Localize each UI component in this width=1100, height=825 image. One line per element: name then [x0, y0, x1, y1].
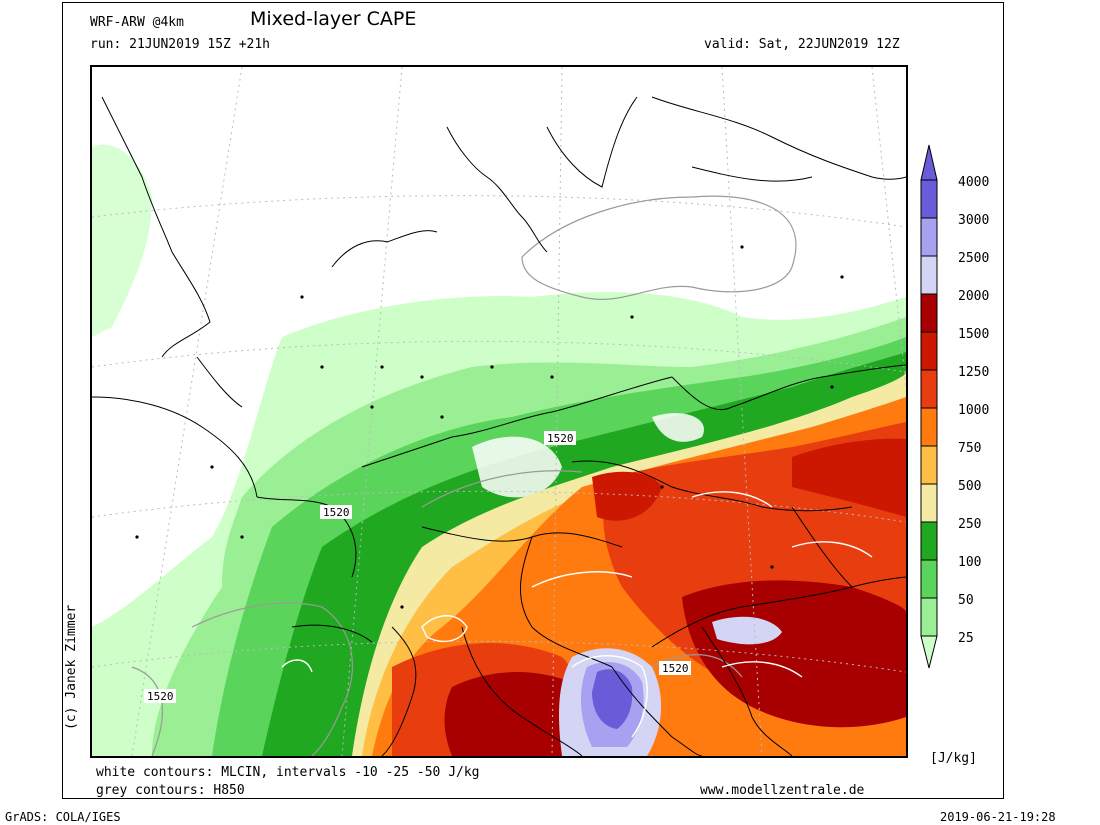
legend-box-3000 [920, 217, 938, 257]
cape-region-25-uk [92, 144, 152, 337]
plot-frame [62, 2, 1004, 799]
cape-legend: 4000 3000 2500 2000 1500 1250 1000 750 5… [918, 140, 1008, 670]
legend-label-1000: 1000 [958, 403, 990, 418]
contour-labels: 1520 1520 1520 1520 [144, 431, 691, 703]
chart-title: Mixed-layer CAPE [250, 8, 417, 30]
cape-region-4000 [592, 669, 633, 729]
legend-label-500: 500 [958, 479, 982, 494]
legend-box-250 [920, 521, 938, 561]
legend-label-2000: 2000 [958, 289, 990, 304]
cape-region-none-1 [472, 436, 562, 498]
cape-region-none-3 [652, 413, 704, 442]
cape-region-1500-east [792, 438, 906, 517]
legend-box-2500 [920, 255, 938, 295]
credit-label: (c) Janek Zimmer [64, 604, 79, 730]
legend-label-3000: 3000 [958, 213, 990, 228]
contour-label-1: 1520 [547, 432, 574, 445]
legend-box-50 [920, 597, 938, 637]
legend-box-500 [920, 483, 938, 523]
footer-timestamp: 2019-06-21-19:28 [940, 810, 1056, 824]
coastlines [92, 96, 906, 756]
legend-label-1250: 1250 [958, 365, 990, 380]
legend-box-1000 [920, 407, 938, 447]
legend-box-750 [920, 445, 938, 485]
grey-contours-note: grey contours: H850 [96, 783, 245, 798]
legend-label-750: 750 [958, 441, 982, 456]
legend-label-50: 50 [958, 593, 974, 608]
legend-label-2500: 2500 [958, 251, 990, 266]
cape-map-svg: 1520 1520 1520 1520 [92, 67, 906, 756]
legend-label-100: 100 [958, 555, 982, 570]
cape-region-2500-east [712, 616, 782, 645]
valid-label: valid: Sat, 22JUN2019 12Z [704, 37, 900, 52]
city-dots [135, 245, 844, 609]
legend-arrow-bottom [920, 635, 938, 669]
cape-map: 1520 1520 1520 1520 [90, 65, 908, 758]
legend-label-25: 25 [958, 631, 974, 646]
contour-label-3: 1520 [662, 662, 689, 675]
legend-label-4000: 4000 [958, 175, 990, 190]
legend-box-100 [920, 559, 938, 599]
contour-label-4: 1520 [147, 690, 174, 703]
mlcin-contours [281, 491, 873, 738]
legend-colorbar [920, 144, 938, 669]
legend-label-1500: 1500 [958, 327, 990, 342]
model-label: WRF-ARW @4km [90, 15, 184, 30]
legend-units: [J/kg] [930, 751, 977, 766]
legend-label-250: 250 [958, 517, 982, 532]
legend-arrow-top [920, 144, 938, 181]
footer-software: GrADS: COLA/IGES [5, 810, 121, 824]
website-label: www.modellzentrale.de [700, 783, 865, 798]
legend-box-4000 [920, 179, 938, 219]
graticule [92, 67, 906, 756]
legend-box-1500 [920, 331, 938, 371]
cape-region-1500 [592, 471, 662, 521]
legend-box-1250 [920, 369, 938, 409]
run-label: run: 21JUN2019 15Z +21h [90, 37, 271, 52]
contour-label-2: 1520 [323, 506, 350, 519]
white-contours-note: white contours: MLCIN, intervals -10 -25… [96, 765, 480, 780]
credit-label-container: (c) Janek Zimmer [64, 580, 84, 730]
legend-box-2000 [920, 293, 938, 333]
